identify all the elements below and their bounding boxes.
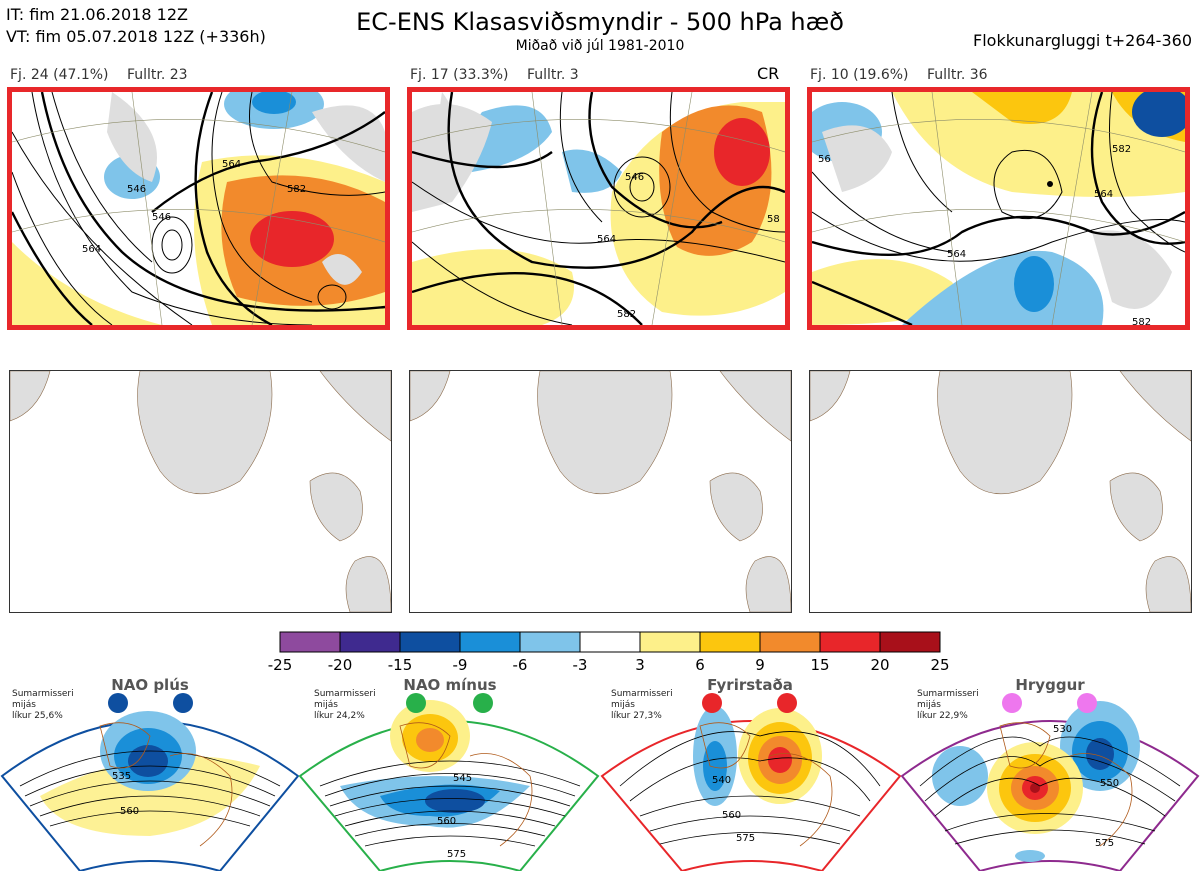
colorbar-swatch: [639, 631, 701, 653]
regime-nao-minus-label-3: 575: [447, 849, 466, 860]
cluster-3-contour-label-4: 56: [818, 154, 831, 165]
colorbar-swatch: [339, 631, 401, 653]
cluster-3-contour-label-3: 582: [1112, 144, 1131, 155]
cluster-2-label: Fj. 17 (33.3%) Fulltr. 3: [410, 67, 593, 83]
cluster-map-2[interactable]: 546 564 582 58: [407, 87, 790, 330]
control-run-tag: CR: [757, 64, 780, 83]
regime-nao-minus-prob: líkur 24,2%: [314, 711, 365, 721]
regime-ridge-label-1: 530: [1053, 724, 1072, 735]
regime-nao-minus-label-2: 560: [437, 816, 456, 827]
cluster-1-contour-label-3: 582: [287, 184, 306, 195]
cluster-1-rep: Fulltr. 23: [126, 67, 188, 83]
empty-map-2[interactable]: [409, 370, 792, 613]
regime-nao-plus-season: Sumarmisseri: [12, 689, 74, 699]
regime-blocking-name: Fyrirstaða: [707, 676, 793, 694]
colorbar-tick-label: 9: [755, 656, 765, 674]
cluster-3-contour-label-5: 582: [1132, 317, 1151, 325]
regime-nao-minus-label-1: 545: [453, 773, 472, 784]
regime-nao-minus-name: NAO mínus: [403, 676, 496, 694]
colorbar-tick-label: -6: [513, 656, 528, 674]
regime-ridge-label-3: 575: [1095, 838, 1114, 849]
cluster-3-contour-label-2: 564: [1094, 189, 1113, 200]
cluster-1-contour-label-5: 564: [82, 244, 101, 255]
cluster-1-contour-label-2: 564: [222, 159, 241, 170]
page-title: EC-ENS Klasasviðsmyndir - 500 hPa hæð: [356, 8, 844, 36]
colorbar-swatch: [699, 631, 761, 653]
initial-time: IT: fim 21.06.2018 12Z: [6, 5, 188, 24]
colorbar-tick-label: -3: [573, 656, 588, 674]
colorbar-swatch: [879, 631, 941, 653]
regime-blocking-label-1: 540: [712, 775, 731, 786]
cluster-2-contour-label-4: 58: [767, 214, 780, 225]
cluster-map-1[interactable]: 546 564 582 546 564: [7, 87, 390, 330]
cluster-1-contour-label-4: 546: [152, 212, 171, 223]
colorbar-tick-label: -15: [388, 656, 413, 674]
regime-blocking: Fyrirstaða Sumarmisseri mijás líkur 27,3…: [600, 676, 902, 871]
regime-nao-plus: NAO plús Sumarmisseri mijás líkur 25,6% …: [0, 676, 300, 871]
colorbar-tick-label: 20: [870, 656, 889, 674]
cluster-3-contour-label-1: 564: [947, 249, 966, 260]
cluster-2-contour-label-2: 564: [597, 234, 616, 245]
colorbar: -25 -20 -15 -9 -6 -3 3 6 9 15 20 25: [268, 631, 950, 674]
cluster-2-rep: Fulltr. 3: [526, 67, 579, 83]
regime-nao-minus-season: Sumarmisseri: [314, 689, 376, 699]
regime-nao-plus-label-2: 560: [120, 806, 139, 817]
cluster-map-3[interactable]: 564 564 582 56 582: [807, 87, 1190, 330]
colorbar-tick-label: 3: [635, 656, 645, 674]
regime-ridge: Hryggur Sumarmisseri mijás líkur 22,9% 5…: [900, 676, 1200, 871]
regime-blocking-season: Sumarmisseri: [611, 689, 673, 699]
regime-nao-minus-stat: mijás: [314, 700, 338, 710]
regime-nao-plus-label-1: 535: [112, 771, 131, 782]
cluster-2-contour-label-3: 582: [617, 309, 636, 320]
valid-time: VT: fim 05.07.2018 12Z (+336h): [6, 27, 266, 46]
colorbar-tick-label: -25: [268, 656, 293, 674]
classification-window: Flokkunargluggi t+264-360: [973, 31, 1192, 50]
empty-map-1[interactable]: [9, 370, 392, 613]
colorbar-swatch: [279, 631, 341, 653]
regime-ridge-name: Hryggur: [1015, 676, 1085, 694]
regime-nao-plus-prob: líkur 25,6%: [12, 711, 63, 721]
regime-ridge-season: Sumarmisseri: [917, 689, 979, 699]
cluster-1-members: Fj. 24 (47.1%): [10, 67, 109, 83]
colorbar-swatch: [759, 631, 821, 653]
colorbar-swatch: [459, 631, 521, 653]
page-subtitle: Miðað við júl 1981-2010: [515, 38, 685, 54]
colorbar-swatch: [579, 631, 641, 653]
colorbar-tick-label: -20: [328, 656, 353, 674]
colorbar-swatch: [519, 631, 581, 653]
regime-blocking-label-3: 575: [736, 833, 755, 844]
cluster-3-label: Fj. 10 (19.6%) Fulltr. 36: [810, 67, 1002, 83]
regime-blocking-stat: mijás: [611, 700, 635, 710]
regime-nao-minus: NAO mínus Sumarmisseri mijás líkur 24,2%…: [298, 676, 600, 871]
empty-map-3[interactable]: [809, 370, 1192, 613]
colorbar-tick-label: 25: [930, 656, 949, 674]
cluster-3-rep: Fulltr. 36: [926, 67, 988, 83]
colorbar-swatch: [819, 631, 881, 653]
cluster-1-label: Fj. 24 (47.1%) Fulltr. 23: [10, 67, 202, 83]
regime-blocking-label-2: 560: [722, 810, 741, 821]
cluster-2-contour-label-1: 546: [625, 172, 644, 183]
colorbar-swatch: [399, 631, 461, 653]
regime-ridge-stat: mijás: [917, 700, 941, 710]
header-info: IT: fim 21.06.2018 12Z VT: fim 05.07.201…: [6, 4, 266, 48]
regime-ridge-label-2: 550: [1100, 778, 1119, 789]
regime-nao-plus-stat: mijás: [12, 700, 36, 710]
regime-ridge-prob: líkur 22,9%: [917, 711, 968, 721]
colorbar-tick-label: -9: [453, 656, 468, 674]
colorbar-tick-label: 15: [810, 656, 829, 674]
cluster-2-members: Fj. 17 (33.3%): [410, 67, 509, 83]
cluster-1-contour-label-1: 546: [127, 184, 146, 195]
regime-nao-plus-name: NAO plús: [111, 676, 189, 694]
cluster-3-members: Fj. 10 (19.6%): [810, 67, 909, 83]
colorbar-tick-label: 6: [695, 656, 705, 674]
regime-blocking-prob: líkur 27,3%: [611, 711, 662, 721]
regimes-strip: NAO plús Sumarmisseri mijás líkur 25,6% …: [0, 676, 1200, 871]
